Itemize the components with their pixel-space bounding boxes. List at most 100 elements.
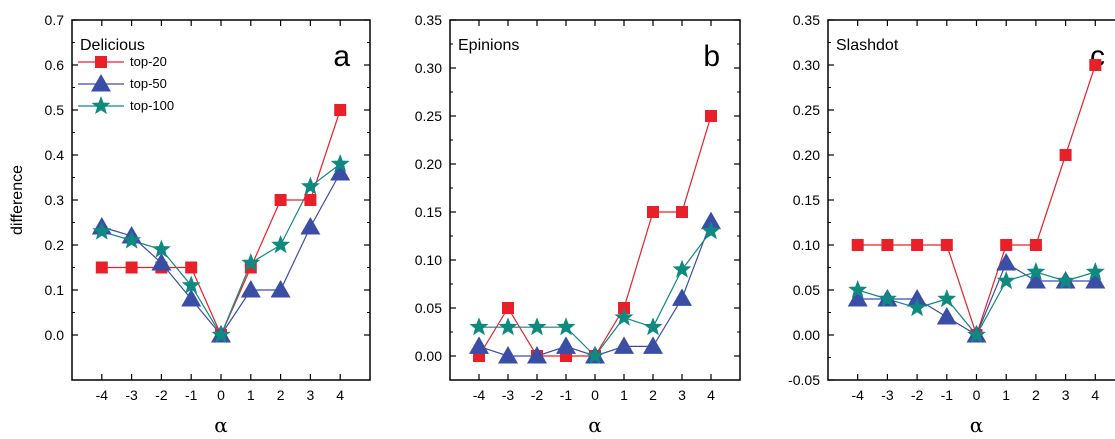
x-tick-label: -1 bbox=[185, 387, 198, 403]
data-point-top-50 bbox=[1085, 271, 1106, 289]
data-point-top-100 bbox=[643, 317, 663, 336]
data-point-top-20 bbox=[911, 239, 924, 251]
y-tick-label: 0.2 bbox=[45, 237, 65, 253]
series-line-top-20 bbox=[101, 109, 341, 337]
data-point-top-50 bbox=[936, 307, 957, 325]
data-point-top-100 bbox=[1026, 262, 1046, 281]
chart-panel-c: -0.05 0.00 0.05 0.10 0.15 0.20 0.25 0.30 0.35 -4 -… bbox=[788, 12, 1115, 437]
x-tick-label: 1 bbox=[247, 387, 255, 403]
data-point-top-100 bbox=[967, 325, 986, 344]
x-tick-label: 1 bbox=[620, 387, 628, 403]
data-point-top-20 bbox=[940, 239, 953, 251]
x-tick-label: 2 bbox=[1032, 387, 1040, 403]
data-point-top-100 bbox=[211, 325, 231, 344]
data-point-top-100 bbox=[907, 298, 927, 317]
x-tick-label: 0 bbox=[591, 387, 599, 403]
y-tick-label: 0.35 bbox=[415, 12, 442, 28]
data-point-top-50 bbox=[614, 336, 634, 354]
data-point-top-20 bbox=[244, 261, 257, 274]
data-point-top-20 bbox=[647, 206, 659, 218]
data-point-top-20 bbox=[185, 261, 198, 274]
data-point-top-100 bbox=[848, 280, 868, 299]
legend-label-top-20: top-20 bbox=[130, 54, 167, 69]
x-tick-label: 4 bbox=[336, 387, 344, 403]
data-point-top-100 bbox=[241, 253, 261, 272]
y-tick-label: 0.25 bbox=[793, 102, 820, 118]
series-line-top-100 bbox=[101, 163, 341, 337]
x-axis-label: α bbox=[214, 413, 228, 437]
data-point-top-20 bbox=[1029, 239, 1042, 251]
plot-frame bbox=[449, 19, 741, 381]
data-point-top-20 bbox=[1059, 149, 1072, 161]
data-point-top-50 bbox=[847, 289, 868, 307]
y-tick-label: 0.30 bbox=[793, 57, 820, 73]
data-point-top-20 bbox=[881, 239, 894, 251]
data-point-top-100 bbox=[300, 176, 320, 195]
data-point-top-20 bbox=[274, 194, 287, 206]
data-point-top-100 bbox=[937, 289, 957, 308]
data-point-top-50 bbox=[907, 289, 928, 307]
x-tick-label: -2 bbox=[531, 387, 544, 403]
panel-title: Slashdot bbox=[836, 37, 899, 54]
y-tick-label: 0.5 bbox=[45, 102, 65, 118]
x-tick-label: -4 bbox=[851, 387, 864, 403]
y-tick-label: 0.3 bbox=[45, 192, 65, 208]
legend-label-top-100: top-100 bbox=[130, 98, 174, 113]
data-point-top-100 bbox=[181, 275, 201, 294]
data-point-top-50 bbox=[672, 288, 692, 306]
y-tick-label: 0.00 bbox=[793, 327, 820, 343]
series-line-top-20 bbox=[478, 115, 712, 357]
data-point-top-100 bbox=[122, 230, 142, 249]
x-tick-label: 1 bbox=[1002, 387, 1010, 403]
y-tick-label: 0.0 bbox=[45, 327, 65, 343]
x-tick-label: -1 bbox=[941, 387, 954, 403]
data-point-top-50 bbox=[498, 346, 518, 364]
data-point-top-100 bbox=[585, 346, 605, 365]
data-point-top-50 bbox=[151, 253, 172, 271]
data-point-top-20 bbox=[705, 110, 717, 122]
y-tick-label: 0.30 bbox=[415, 60, 442, 76]
x-tick-label: 0 bbox=[973, 387, 981, 403]
x-tick-label: -2 bbox=[911, 387, 924, 403]
data-point-top-50 bbox=[330, 163, 351, 181]
data-point-top-20 bbox=[1000, 239, 1013, 251]
x-tick-label: 3 bbox=[678, 387, 686, 403]
x-tick-label: 0 bbox=[217, 387, 225, 403]
y-tick-label: 0.6 bbox=[45, 57, 65, 73]
series-line-top-20 bbox=[857, 64, 1096, 337]
y-tick-label: 0.05 bbox=[793, 282, 820, 298]
data-point-top-100 bbox=[1056, 271, 1076, 290]
legend-marker-top-50 bbox=[91, 74, 111, 92]
y-tick-label: 0.1 bbox=[45, 282, 65, 298]
x-tick-label: 2 bbox=[649, 387, 657, 403]
x-tick-label: -3 bbox=[502, 387, 515, 403]
y-tick-label: 0.25 bbox=[415, 108, 442, 124]
series-line-top-100 bbox=[479, 230, 712, 357]
y-tick-label: 0.35 bbox=[793, 12, 820, 28]
data-point-top-100 bbox=[877, 289, 897, 308]
data-point-top-50 bbox=[556, 336, 576, 354]
y-tick-label: 0.20 bbox=[793, 147, 820, 163]
legend-label-top-50: top-50 bbox=[130, 76, 167, 91]
x-axis-label: α bbox=[588, 413, 602, 437]
data-point-top-20 bbox=[334, 104, 347, 116]
y-axis-label: difference bbox=[9, 165, 26, 235]
data-point-top-50 bbox=[300, 217, 321, 235]
data-point-top-20 bbox=[676, 206, 688, 218]
data-point-top-100 bbox=[556, 317, 576, 336]
x-tick-label: 3 bbox=[307, 387, 315, 403]
y-tick-label: 0.05 bbox=[415, 300, 442, 316]
data-point-top-50 bbox=[701, 211, 721, 230]
legend-marker-top-100 bbox=[91, 96, 111, 115]
data-point-top-100 bbox=[92, 221, 112, 240]
x-tick-label: -4 bbox=[96, 387, 109, 403]
x-tick-label: 4 bbox=[1091, 387, 1099, 403]
data-point-top-100 bbox=[271, 235, 291, 254]
data-point-top-50 bbox=[1025, 271, 1046, 289]
y-tick-label: 0.20 bbox=[415, 156, 442, 172]
x-tick-label: -3 bbox=[125, 387, 138, 403]
data-point-top-100 bbox=[469, 317, 489, 336]
y-tick-label: 0.10 bbox=[793, 237, 820, 253]
chart-panel-a: 0.0 0.1 0.2 0.3 0.4 0.5 0.6 0.7 -4 -3 -2 -1 0 1 2 3 4 α di… bbox=[9, 12, 371, 437]
